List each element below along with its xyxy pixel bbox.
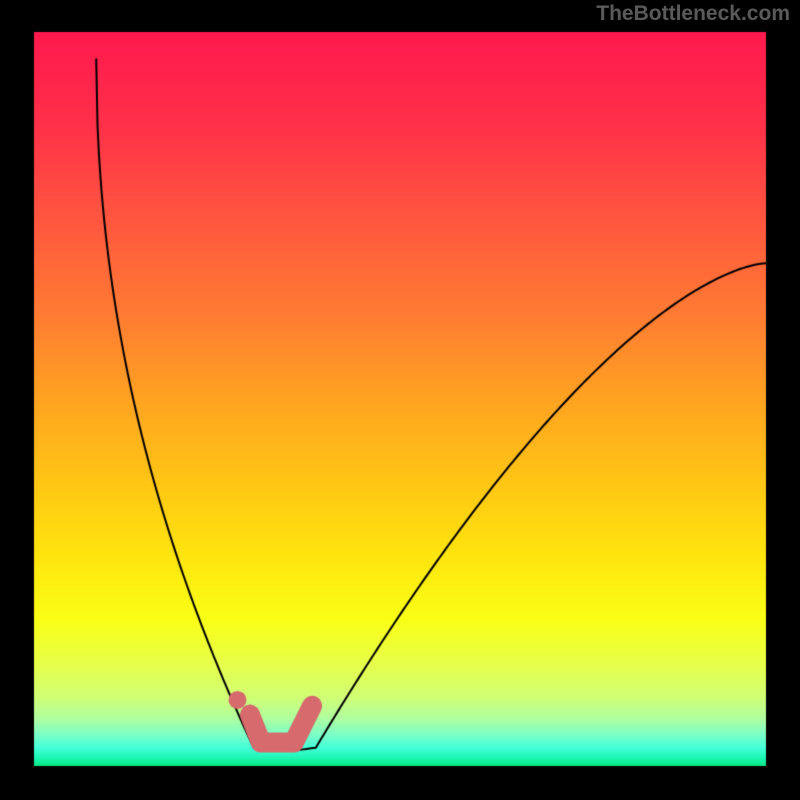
plot-canvas-wrap [0, 0, 800, 800]
chart-root: TheBottleneck.com [0, 0, 800, 800]
watermark-text: TheBottleneck.com [596, 2, 790, 26]
plot-canvas [0, 0, 800, 800]
